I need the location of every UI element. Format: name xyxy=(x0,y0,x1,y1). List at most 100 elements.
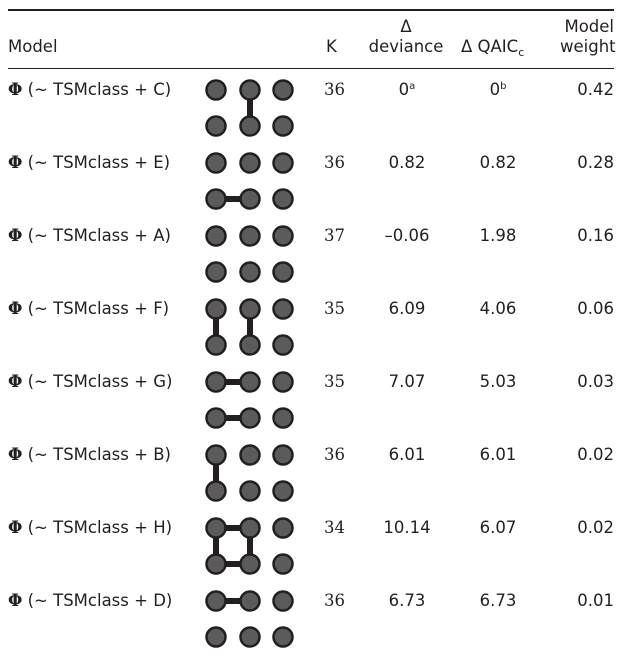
delta-qaicc-value: 6.01 xyxy=(458,445,538,465)
k-value: 37 xyxy=(324,226,345,245)
model-weight-value: 0.28 xyxy=(577,153,614,172)
delta-qaicc-number: 5.03 xyxy=(479,372,517,391)
model-formula: (~ TSMclass + B) xyxy=(22,445,171,464)
diagram-node xyxy=(205,115,227,137)
diagram-node xyxy=(239,517,261,539)
delta-deviance-number: 6.73 xyxy=(388,591,426,610)
delta-deviance-value: 6.73 xyxy=(367,591,447,611)
diagram-node xyxy=(205,152,227,174)
site-connectivity-diagram xyxy=(205,371,294,429)
delta-deviance-number: 0 xyxy=(398,80,410,99)
model-name: Φ (~ TSMclass + C) xyxy=(8,80,171,100)
diagram-node xyxy=(239,444,261,466)
k-value: 34 xyxy=(324,518,345,537)
header-model: Model xyxy=(8,37,58,56)
header-rule xyxy=(8,68,614,69)
model-name: Φ (~ TSMclass + D) xyxy=(8,591,172,611)
diagram-node xyxy=(239,480,261,502)
phi-symbol: Φ xyxy=(8,518,23,537)
diagram-node xyxy=(205,298,227,320)
diagram-node xyxy=(272,152,294,174)
diagram-node xyxy=(239,626,261,648)
delta-qaicc-value: 6.73 xyxy=(458,591,538,611)
diagram-node xyxy=(239,225,261,247)
delta-qaicc-number: 6.07 xyxy=(479,518,517,537)
diagram-node xyxy=(239,371,261,393)
diagram-node xyxy=(205,334,227,356)
phi-symbol: Φ xyxy=(8,372,23,391)
model-formula: (~ TSMclass + F) xyxy=(22,299,170,318)
diagram-node xyxy=(239,79,261,101)
diagram-node xyxy=(205,480,227,502)
model-weight-value: 0.03 xyxy=(577,372,614,391)
diagram-node xyxy=(205,261,227,283)
diagram-node xyxy=(205,188,227,210)
delta-qaicc-value: 0.82 xyxy=(458,153,538,173)
phi-symbol: Φ xyxy=(8,591,23,610)
header-k: K xyxy=(326,37,337,56)
model-name: Φ (~ TSMclass + B) xyxy=(8,445,171,465)
model-weight-value: 0.16 xyxy=(577,226,614,245)
delta-deviance-value: 10.14 xyxy=(367,518,447,538)
delta-deviance-number: 0.82 xyxy=(388,153,426,172)
diagram-node xyxy=(272,334,294,356)
header-delta-deviance: Δ deviance xyxy=(368,17,444,56)
diagram-node xyxy=(272,517,294,539)
model-formula: (~ TSMclass + A) xyxy=(22,226,171,245)
delta-deviance-value: 6.09 xyxy=(367,299,447,319)
site-connectivity-diagram xyxy=(205,517,294,575)
header-delta-qaicc: Δ QAICc xyxy=(461,37,525,59)
phi-symbol: Φ xyxy=(8,445,23,464)
phi-symbol: Φ xyxy=(8,226,23,245)
model-formula: (~ TSMclass + D) xyxy=(22,591,173,610)
delta-qaicc-number: 1.98 xyxy=(479,226,517,245)
diagram-node xyxy=(272,225,294,247)
site-connectivity-diagram xyxy=(205,298,294,356)
diagram-node xyxy=(205,407,227,429)
model-name: Φ (~ TSMclass + H) xyxy=(8,518,172,538)
delta-qaicc-number: 0.82 xyxy=(479,153,517,172)
model-formula: (~ TSMclass + E) xyxy=(22,153,171,172)
delta-qaicc-number: 0 xyxy=(489,80,501,99)
diagram-node xyxy=(272,407,294,429)
k-value: 36 xyxy=(324,80,345,99)
diagram-node xyxy=(205,553,227,575)
diagram-node xyxy=(205,517,227,539)
model-name: Φ (~ TSMclass + A) xyxy=(8,226,171,246)
delta-qaicc-number: 6.01 xyxy=(479,445,517,464)
diagram-node xyxy=(239,261,261,283)
site-connectivity-diagram xyxy=(205,152,294,210)
diagram-node xyxy=(239,188,261,210)
delta-qaicc-number: 4.06 xyxy=(479,299,517,318)
footnote-marker: b xyxy=(500,81,507,92)
diagram-node xyxy=(272,626,294,648)
footnote-marker: a xyxy=(409,81,416,92)
site-connectivity-diagram xyxy=(205,79,294,137)
diagram-node xyxy=(239,590,261,612)
model-weight-value: 0.02 xyxy=(577,518,614,537)
diagram-node xyxy=(205,79,227,101)
delta-deviance-value: 0a xyxy=(367,80,447,100)
table-top-rule xyxy=(8,9,614,11)
phi-symbol: Φ xyxy=(8,299,23,318)
model-formula: (~ TSMclass + H) xyxy=(22,518,173,537)
diagram-node xyxy=(239,115,261,137)
model-weight-value: 0.02 xyxy=(577,445,614,464)
model-formula: (~ TSMclass + C) xyxy=(22,80,172,99)
delta-qaicc-value: 0b xyxy=(458,80,538,100)
phi-symbol: Φ xyxy=(8,80,23,99)
header-model-weight: Model weight xyxy=(560,17,616,56)
delta-deviance-value: 0.82 xyxy=(367,153,447,173)
k-value: 36 xyxy=(324,591,345,610)
delta-qaicc-value: 6.07 xyxy=(458,518,538,538)
k-value: 36 xyxy=(324,445,345,464)
delta-deviance-number: 6.01 xyxy=(388,445,426,464)
site-connectivity-diagram xyxy=(205,590,294,648)
model-name: Φ (~ TSMclass + E) xyxy=(8,153,170,173)
diagram-node xyxy=(272,261,294,283)
diagram-node xyxy=(205,444,227,466)
delta-deviance-value: –0.06 xyxy=(367,226,447,246)
diagram-node xyxy=(272,188,294,210)
model-formula: (~ TSMclass + G) xyxy=(22,372,173,391)
delta-qaicc-value: 4.06 xyxy=(458,299,538,319)
